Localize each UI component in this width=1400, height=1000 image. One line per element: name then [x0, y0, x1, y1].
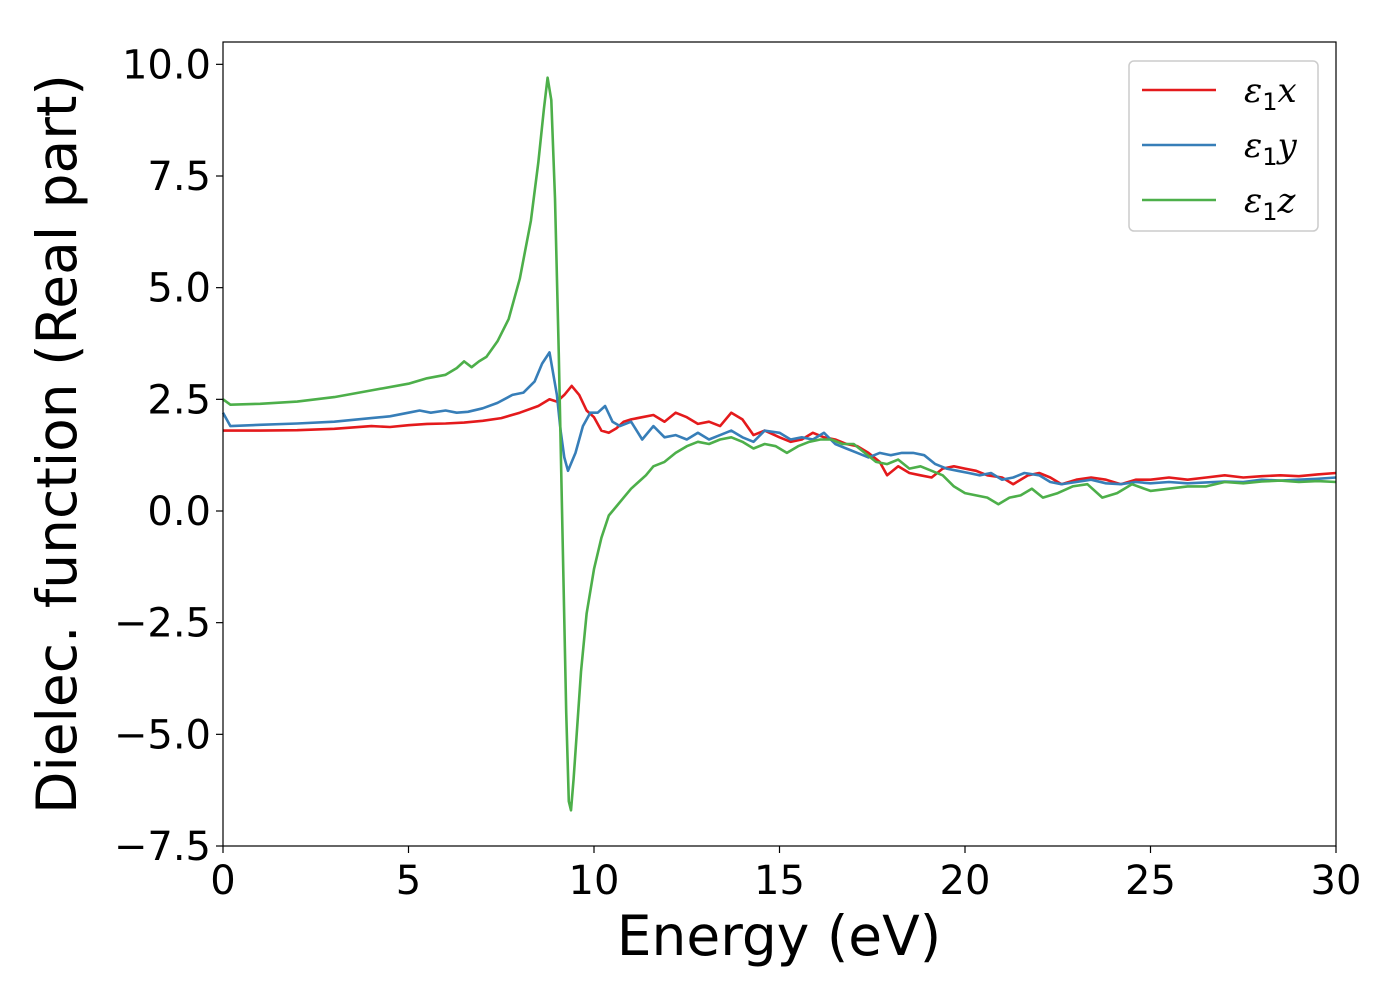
x-tick-label: 5	[396, 858, 421, 904]
x-tick-label: 0	[210, 858, 235, 904]
y-tick-label: 10.0	[122, 42, 211, 88]
x-tick-label: 10	[569, 858, 620, 904]
y-axis-label: Dielec. function (Real part)	[25, 74, 89, 814]
series-line-x	[223, 384, 1337, 486]
x-tick-label: 20	[940, 858, 991, 904]
series-layer	[221, 76, 1337, 812]
x-axis-label: Energy (eV)	[617, 904, 941, 968]
legend-label-x: ε1x	[1244, 71, 1297, 116]
legend-frame	[1128, 60, 1319, 232]
series-line-z	[222, 76, 1337, 812]
y-tick-label: 5.0	[147, 266, 211, 312]
ticks-layer: 0 5 10 15 20 25 30 −7.5 −5.0 −2.5 0.0 2.5 5.0 7.5 10.0	[114, 42, 1362, 904]
y-tick-label: −7.5	[114, 824, 211, 870]
legend-label-y: ε1y	[1244, 126, 1298, 171]
legend: ε1x ε1y ε1z	[1128, 60, 1319, 232]
x-tick-label: 15	[754, 858, 805, 904]
legend-label-z: ε1z	[1244, 181, 1297, 226]
x-tick-label: 25	[1125, 858, 1176, 904]
x-tick-label: 30	[1311, 858, 1362, 904]
series-line-y	[221, 351, 1337, 486]
y-tick-label: 2.5	[147, 377, 211, 423]
y-tick-label: 0.0	[147, 489, 211, 535]
y-tick-label: 7.5	[147, 154, 211, 200]
y-tick-label: −5.0	[114, 712, 211, 758]
y-tick-label: −2.5	[114, 601, 211, 647]
